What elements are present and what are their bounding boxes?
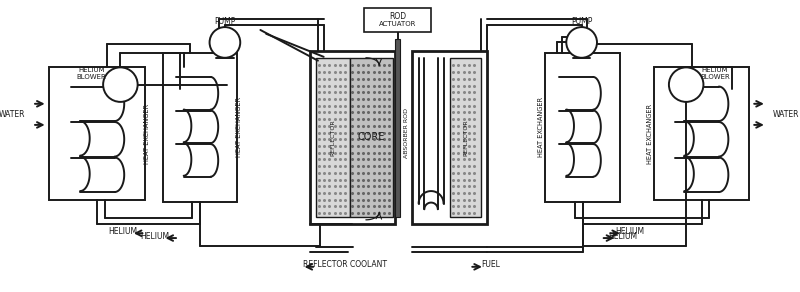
Text: REFLECTOR: REFLECTOR xyxy=(463,119,468,156)
Bar xyxy=(350,58,393,217)
Text: CORE: CORE xyxy=(358,132,385,142)
Bar xyxy=(546,53,620,201)
Circle shape xyxy=(566,27,597,58)
Bar xyxy=(394,39,400,217)
Bar xyxy=(162,53,238,201)
Text: PUMP: PUMP xyxy=(214,17,235,26)
Bar xyxy=(50,67,146,200)
Text: ROD: ROD xyxy=(389,12,406,20)
Bar xyxy=(450,58,481,217)
Bar xyxy=(654,67,750,200)
Bar xyxy=(412,51,486,224)
Text: HELIUM: HELIUM xyxy=(140,232,170,241)
Text: HEAT EXCHANGER: HEAT EXCHANGER xyxy=(646,103,653,164)
Circle shape xyxy=(669,67,703,102)
Text: WATER: WATER xyxy=(773,110,799,119)
Circle shape xyxy=(210,27,240,58)
Text: HEAT EXCHANGER: HEAT EXCHANGER xyxy=(236,97,242,157)
Text: HEAT EXCHANGER: HEAT EXCHANGER xyxy=(144,103,150,164)
Text: HELIUM: HELIUM xyxy=(608,232,638,241)
Bar xyxy=(364,8,431,32)
Text: REFLECTOR COOLANT: REFLECTOR COOLANT xyxy=(302,260,386,270)
Text: HELIUM: HELIUM xyxy=(109,227,138,236)
Text: HELIUM
BLOWER: HELIUM BLOWER xyxy=(77,67,106,80)
Text: WATER: WATER xyxy=(0,110,26,119)
Text: HELIUM
BLOWER: HELIUM BLOWER xyxy=(700,67,730,80)
Bar xyxy=(316,58,350,217)
Text: HELIUM: HELIUM xyxy=(615,227,644,236)
Text: ACTUATOR: ACTUATOR xyxy=(379,21,416,27)
Circle shape xyxy=(103,67,138,102)
Text: HEAT EXCHANGER: HEAT EXCHANGER xyxy=(538,97,544,157)
Bar xyxy=(310,51,394,224)
Text: ABSORBER ROD: ABSORBER ROD xyxy=(404,107,409,158)
Text: PUMP: PUMP xyxy=(571,17,592,26)
Text: FUEL: FUEL xyxy=(481,260,500,270)
Text: REFLECTOR: REFLECTOR xyxy=(330,119,335,156)
